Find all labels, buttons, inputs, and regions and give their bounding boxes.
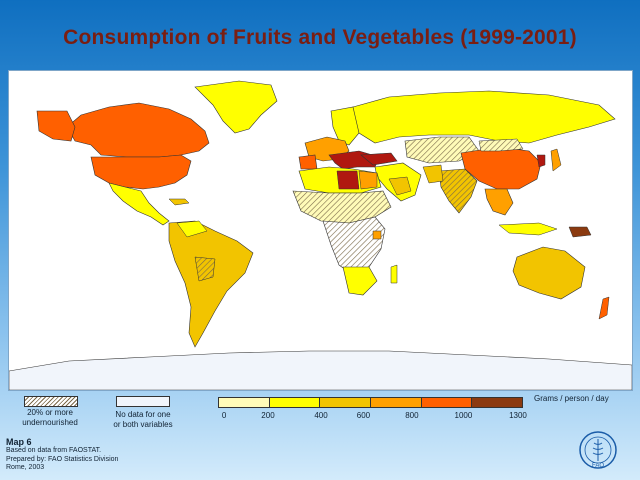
region-southern-africa[interactable] [342, 266, 378, 296]
legend-class-1 [269, 398, 321, 407]
region-south-america-hatched[interactable] [194, 256, 216, 282]
legend-class-2 [320, 398, 372, 407]
legend-class-0 [219, 398, 270, 407]
legend-nodata-swatch [116, 396, 170, 407]
region-madagascar[interactable] [390, 264, 398, 284]
region-canada[interactable] [66, 102, 210, 158]
region-korea[interactable] [536, 154, 546, 168]
region-mongolia[interactable] [478, 138, 524, 152]
fao-logo-icon: FAO [579, 431, 617, 469]
region-egypt[interactable] [358, 170, 378, 190]
region-indonesia[interactable] [498, 222, 558, 236]
legend-tick: 600 [356, 411, 371, 420]
map-number: Map 6 [6, 437, 32, 447]
region-turkey[interactable] [360, 152, 398, 166]
region-india[interactable] [438, 168, 478, 214]
legend-class-5 [472, 398, 523, 407]
region-venezuela[interactable] [176, 220, 208, 238]
map-title: Consumption of Fruits and Vegetables (19… [63, 26, 577, 49]
region-saudi[interactable] [388, 176, 412, 196]
region-caribbean[interactable] [168, 198, 190, 206]
region-libya[interactable] [336, 170, 360, 190]
legend-tick: 1000 [454, 411, 473, 420]
legend-undernourished-swatch [24, 396, 78, 407]
notes-line-1: Based on data from FAOSTAT. [6, 447, 102, 454]
legend-class-4 [421, 398, 473, 407]
legend-color-scale [218, 397, 523, 408]
legend-undernourished-line1: 20% or more [27, 408, 73, 417]
world-map[interactable] [8, 70, 633, 391]
legend-ticks: 0 200 400 600 800 1000 1300 [218, 411, 527, 421]
notes-line-2: Prepared by: FAO Statistics Division [6, 455, 119, 463]
region-usa[interactable] [90, 154, 192, 190]
legend-tick: 1300 [509, 411, 527, 420]
region-uganda[interactable] [372, 230, 382, 240]
legend-tick: 800 [405, 411, 419, 420]
region-antarctica[interactable] [9, 350, 632, 390]
region-png[interactable] [568, 226, 592, 238]
region-southeast-asia[interactable] [484, 188, 514, 216]
region-south-america[interactable] [168, 220, 254, 348]
legend-tick: 400 [314, 411, 328, 420]
region-pakistan[interactable] [422, 164, 444, 184]
legend-tick: 200 [261, 411, 275, 420]
region-australia[interactable] [512, 246, 586, 300]
fao-logo-text: FAO [592, 463, 604, 469]
legend-nodata-line1: No data for one [115, 410, 171, 419]
world-map-svg [9, 80, 632, 390]
region-greenland[interactable] [194, 80, 278, 134]
fao-logo: FAO [578, 430, 618, 470]
region-alaska[interactable] [36, 110, 76, 142]
region-iberia[interactable] [298, 154, 318, 170]
legend-undernourished-label: 20% or more undernourished [14, 408, 86, 428]
region-russia[interactable] [352, 90, 616, 144]
legend-tick: 0 [221, 411, 227, 420]
legend-nodata-line2: or both variables [113, 420, 173, 429]
region-sahel[interactable] [292, 190, 392, 224]
region-mexico[interactable] [108, 182, 170, 226]
region-central-africa[interactable] [322, 216, 386, 276]
legend-undernourished-line2: undernourished [22, 418, 78, 427]
map-notes: Map 6 Based on data from FAOSTAT. Prepar… [6, 437, 118, 473]
legend-units: Grams / person / day [534, 394, 609, 403]
legend-class-3 [371, 398, 422, 407]
region-japan[interactable] [550, 148, 562, 172]
notes-line-3: Rome, 2003 [6, 464, 45, 471]
region-new-zealand[interactable] [598, 296, 610, 320]
legend-nodata-label: No data for one or both variables [104, 410, 182, 430]
